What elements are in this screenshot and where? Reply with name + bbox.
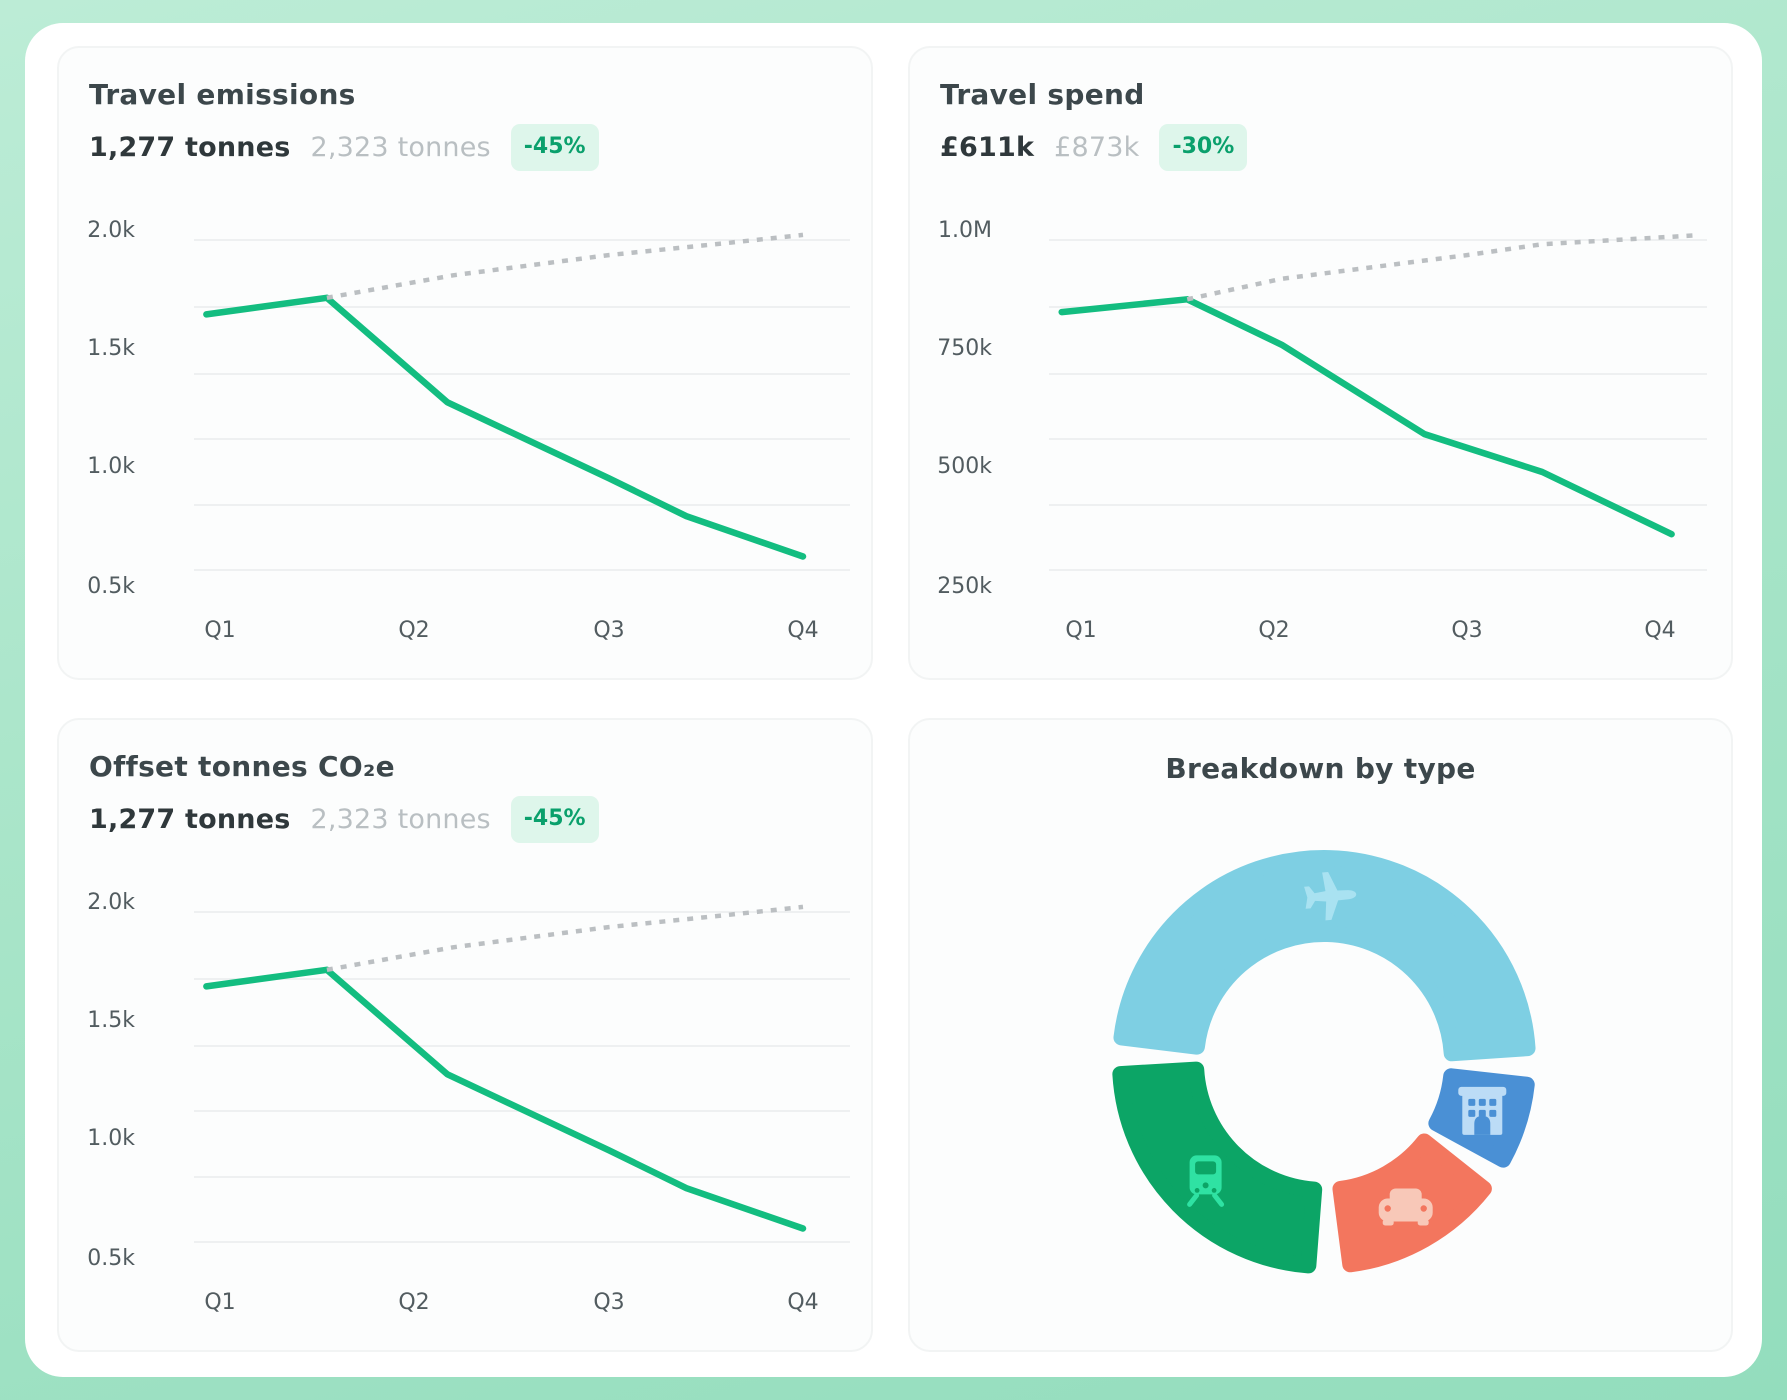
previous-value: 2,323 tonnes [310, 131, 491, 163]
y-axis-label: 250k [937, 574, 992, 599]
travel-spend-card: Travel spend £611k £873k -30% 1.0M 750k 50… [908, 46, 1733, 680]
breakdown-by-type-card: Breakdown by type [908, 718, 1733, 1352]
y-axis-label: 0.5k [87, 1246, 135, 1271]
train-icon [1187, 1155, 1225, 1207]
travel-spend-header: Travel spend £611k £873k -30% [940, 78, 1248, 171]
current-value: £611k [940, 131, 1035, 163]
travel-spend-chart: 1.0M 750k 500k 250k Q1 Q2 Q3 Q4 [937, 218, 1707, 643]
y-axis-label: 1.0M [938, 218, 992, 243]
y-axis-label: 0.5k [87, 574, 135, 599]
x-axis-label: Q2 [398, 1290, 429, 1315]
change-badge: -45% [510, 124, 599, 171]
plane-icon [1304, 872, 1357, 921]
current-value: 1,277 tonnes [89, 131, 291, 163]
emissions-previous-trend-line [326, 232, 804, 301]
offset-tonnes-header: Offset tonnes CO₂e 1,277 tonnes 2,323 to… [89, 750, 599, 843]
current-value: 1,277 tonnes [89, 803, 291, 835]
x-axis-label: Q2 [1258, 618, 1289, 643]
y-axis-label: 2.0k [87, 218, 135, 243]
x-axis-label: Q3 [1451, 618, 1482, 643]
y-axis-label: 2.0k [87, 890, 135, 915]
offset-tonnes-chart: 2.0k 1.5k 1.0k 0.5k Q1 Q2 Q3 Q4 [87, 890, 850, 1315]
flights-segment [1113, 850, 1536, 1062]
x-axis-label: Q4 [787, 1290, 818, 1315]
y-axis-label: 1.0k [87, 1126, 135, 1151]
change-badge: -45% [510, 796, 599, 843]
breakdown-title: Breakdown by type [1165, 752, 1476, 785]
offset-actual-line [203, 966, 807, 1232]
x-axis-label: Q1 [1065, 618, 1096, 643]
travel-emissions-values: 1,277 tonnes 2,323 tonnes -45% [89, 124, 599, 171]
travel-emissions-chart: 2.0k 1.5k 1.0k 0.5k Q1 Q2 Q3 Q4 [87, 218, 850, 643]
hotel-icon [1458, 1086, 1507, 1135]
previous-value: 2,323 tonnes [310, 803, 491, 835]
change-badge: -30% [1159, 124, 1248, 171]
x-axis-label: Q2 [398, 618, 429, 643]
travel-emissions-card: Travel emissions 1,277 tonnes 2,323 tonn… [57, 46, 873, 680]
y-axis-label: 750k [937, 336, 992, 361]
x-axis-label: Q4 [1644, 618, 1675, 643]
x-axis-label: Q1 [204, 618, 235, 643]
travel-emissions-title: Travel emissions [89, 78, 356, 111]
x-axis-label: Q4 [787, 618, 818, 643]
dashboard-container: Travel emissions 1,277 tonnes 2,323 tonn… [25, 23, 1762, 1377]
previous-value: £873k [1054, 131, 1140, 163]
travel-spend-title: Travel spend [940, 78, 1145, 111]
y-axis-label: 1.5k [87, 336, 135, 361]
spend-previous-trend-line [1186, 232, 1699, 302]
travel-spend-values: £611k £873k -30% [940, 124, 1248, 171]
car-icon [1378, 1188, 1433, 1226]
y-axis-label: 500k [937, 454, 992, 479]
offset-tonnes-card: Offset tonnes CO₂e 1,277 tonnes 2,323 to… [57, 718, 873, 1352]
offset-previous-trend-line [326, 904, 804, 973]
x-axis-label: Q1 [204, 1290, 235, 1315]
y-axis-label: 1.0k [87, 454, 135, 479]
x-axis-label: Q3 [593, 618, 624, 643]
offset-tonnes-values: 1,277 tonnes 2,323 tonnes -45% [89, 796, 599, 843]
x-axis-label: Q3 [593, 1290, 624, 1315]
breakdown-donut-chart [1112, 850, 1536, 1274]
emissions-actual-line [203, 294, 807, 560]
offset-tonnes-title: Offset tonnes CO₂e [89, 750, 395, 783]
spend-actual-line [1058, 296, 1675, 538]
travel-emissions-header: Travel emissions 1,277 tonnes 2,323 tonn… [89, 78, 599, 171]
y-axis-label: 1.5k [87, 1008, 135, 1033]
